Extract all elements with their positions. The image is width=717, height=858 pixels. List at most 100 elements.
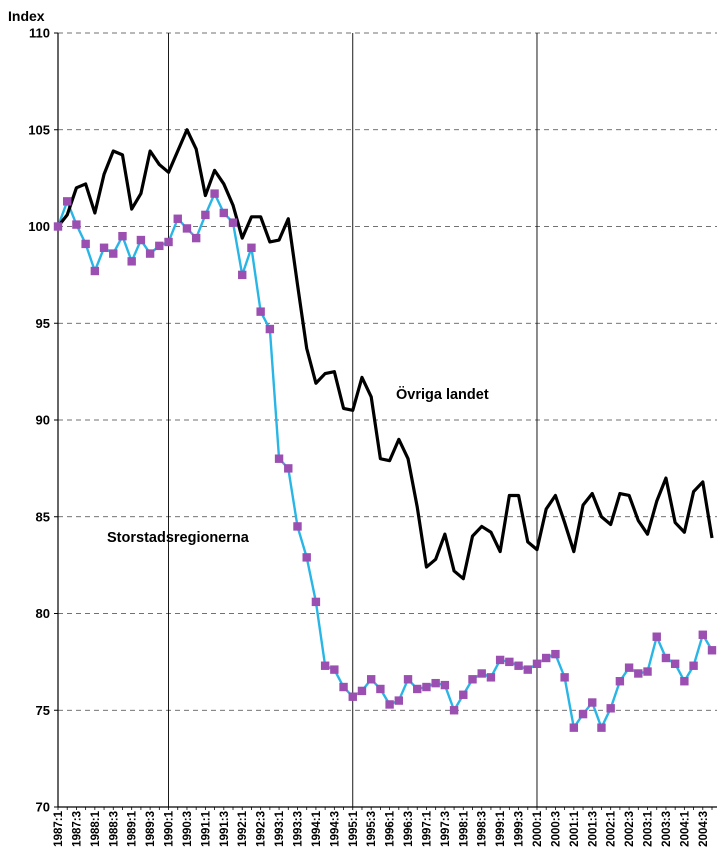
x-tick-label-2000-3: 2000:3	[550, 811, 562, 847]
x-tick-label-1991-1: 1991:1	[200, 810, 212, 846]
data-point-marker	[136, 235, 146, 245]
x-tick-label-1993-3: 1993:3	[292, 811, 304, 847]
data-point-marker	[542, 653, 551, 663]
data-point-marker	[339, 682, 348, 692]
x-tick-label-2004-3: 2004:3	[698, 811, 710, 847]
data-point-marker	[422, 682, 431, 692]
x-tick-label-2003-3: 2003:3	[661, 811, 673, 847]
data-point-marker	[606, 704, 615, 713]
data-point-marker	[707, 646, 717, 655]
data-point-marker	[403, 675, 413, 684]
data-point-marker	[201, 210, 210, 220]
data-point-marker	[274, 454, 284, 463]
data-point-marker	[670, 659, 680, 669]
x-tick-label-2003-1: 2003:1	[643, 810, 655, 846]
annotation-storstadsregionerna: Storstadsregionerna	[107, 530, 250, 546]
data-point-marker	[293, 522, 302, 531]
data-point-marker	[90, 266, 100, 276]
x-tick-label-1994-1: 1994:1	[311, 810, 323, 846]
data-point-marker	[53, 222, 63, 231]
data-point-marker	[385, 700, 394, 709]
x-tick-label-1999-3: 1999:3	[514, 811, 526, 847]
x-tick-label-1987-1: 1987:1	[53, 810, 65, 846]
annotation-ovriga-landet: Övriga landet	[396, 386, 489, 403]
y-tick-label-80: 80	[36, 606, 50, 621]
data-point-marker	[431, 678, 440, 688]
y-tick-label-110: 110	[29, 26, 50, 41]
y-tick-label-75: 75	[36, 703, 50, 718]
data-point-marker	[99, 243, 109, 252]
data-point-marker	[256, 307, 265, 316]
data-point-marker	[366, 675, 376, 684]
data-point-marker	[210, 189, 219, 198]
data-point-marker	[265, 324, 275, 334]
data-point-marker	[228, 218, 238, 227]
x-tick-label-1990-1: 1990:1	[164, 810, 176, 846]
x-tick-label-2002-3: 2002:3	[624, 811, 636, 847]
data-point-marker	[505, 657, 514, 667]
period-divider-lines	[168, 33, 538, 807]
series-storstadsregionerna-markers	[53, 189, 717, 732]
data-point-marker	[680, 677, 689, 686]
data-point-marker	[182, 224, 192, 233]
x-tick-label-1997-1: 1997:1	[421, 810, 433, 846]
data-point-marker	[588, 698, 597, 707]
data-point-marker	[477, 669, 486, 678]
data-point-marker	[164, 237, 173, 247]
y-tick-label-90: 90	[36, 413, 50, 428]
data-point-marker	[551, 649, 560, 659]
x-tick-label-1995-1: 1995:1	[348, 810, 360, 846]
data-point-marker	[284, 464, 293, 473]
data-point-marker	[376, 684, 385, 694]
data-point-marker	[532, 659, 542, 669]
grid-lines	[58, 32, 717, 711]
data-point-marker	[578, 709, 588, 719]
x-tick-label-1987-3: 1987:3	[71, 811, 83, 847]
data-point-marker	[155, 241, 164, 251]
data-point-marker	[661, 653, 671, 663]
x-tick-label-1996-3: 1996:3	[403, 811, 415, 847]
data-point-marker	[652, 632, 661, 641]
series-group	[53, 128, 717, 732]
data-point-marker	[468, 675, 477, 684]
data-point-marker	[394, 696, 404, 705]
x-tick-label-1989-3: 1989:3	[145, 811, 157, 847]
data-point-marker	[238, 270, 247, 280]
data-point-marker	[698, 630, 707, 639]
y-tick-label-100: 100	[28, 219, 50, 234]
data-point-marker	[560, 673, 569, 682]
x-tick-label-1992-1: 1992:1	[237, 810, 249, 846]
data-point-marker	[247, 243, 256, 252]
x-tick-label-1995-3: 1995:3	[366, 811, 378, 847]
y-tick-label-105: 105	[28, 122, 50, 137]
x-tick-label-1993-1: 1993:1	[274, 810, 286, 846]
data-point-marker	[597, 723, 606, 732]
data-point-marker	[357, 686, 367, 696]
data-point-marker	[81, 239, 90, 249]
data-point-marker	[643, 667, 652, 676]
x-tick-label-1996-1: 1996:1	[385, 810, 397, 846]
data-point-marker	[615, 677, 625, 686]
data-point-marker	[109, 249, 118, 258]
y-tick-label-95: 95	[36, 316, 50, 331]
data-point-marker	[63, 197, 72, 206]
y-axis-ticks: 70 75 80 85 90 95 100 105 110	[28, 26, 58, 815]
data-point-marker	[413, 684, 422, 694]
x-tick-label-1998-3: 1998:3	[477, 811, 489, 847]
y-axis-label: Index	[8, 8, 45, 24]
x-tick-label-1990-3: 1990:3	[182, 811, 194, 847]
data-point-marker	[330, 665, 339, 674]
data-point-marker	[145, 249, 155, 258]
x-tick-label-2000-1: 2000:1	[532, 810, 544, 846]
data-point-marker	[173, 214, 182, 223]
data-point-marker	[523, 665, 532, 674]
x-tick-label-2004-1: 2004:1	[679, 810, 691, 846]
data-point-marker	[514, 661, 523, 670]
x-tick-label-2002-1: 2002:1	[606, 810, 618, 846]
data-point-marker	[311, 597, 321, 607]
x-tick-label-1994-3: 1994:3	[329, 811, 341, 847]
x-axis-ticks: 1987:1 1987:3 1988:1 1988:3 1989:1 1989:3 1990…	[53, 807, 713, 847]
y-tick-label-85: 85	[36, 509, 50, 524]
x-tick-label-2001-1: 2001:1	[569, 810, 581, 846]
